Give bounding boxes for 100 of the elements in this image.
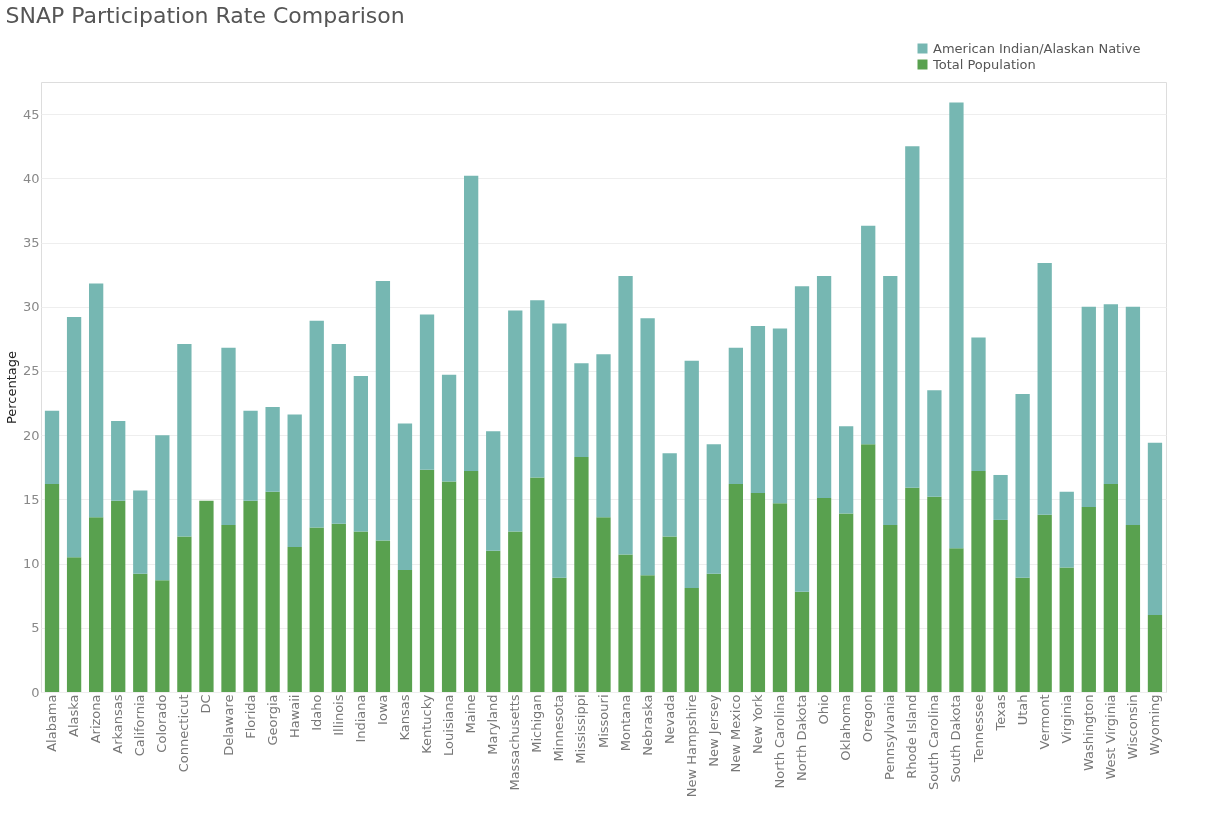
y-tick-label: 15	[22, 491, 40, 507]
bar	[552, 323, 567, 578]
bar	[993, 474, 1008, 520]
bar	[596, 517, 611, 692]
x-tick-label: Wisconsin	[1124, 694, 1140, 760]
bar	[1103, 483, 1118, 692]
y-tick-label: 30	[22, 299, 40, 315]
bar	[905, 487, 920, 692]
x-tick-label: Oregon	[860, 694, 876, 743]
y-tick-label: 35	[22, 235, 40, 251]
bar	[397, 423, 413, 570]
bar	[949, 548, 964, 692]
x-tick-label: Kansas	[396, 694, 412, 741]
x-tick-label: Alaska	[66, 694, 82, 738]
bar	[861, 444, 876, 692]
x-tick-label: Georgia	[264, 694, 280, 746]
bar	[89, 283, 104, 518]
x-tick-label: Indiana	[352, 694, 368, 743]
bar	[66, 557, 82, 692]
y-axis-title: Percentage	[3, 350, 19, 425]
bar	[530, 477, 545, 692]
bar	[530, 300, 545, 478]
x-tick-label: Mississippi	[573, 694, 589, 764]
bar	[772, 503, 788, 692]
bar	[508, 531, 523, 692]
x-tick-label: North Carolina	[771, 694, 787, 789]
x-tick-label: Nevada	[661, 694, 677, 745]
bar	[464, 471, 479, 692]
bar	[1037, 263, 1052, 515]
bar	[662, 536, 677, 692]
bar	[750, 326, 766, 493]
bar	[1125, 306, 1141, 526]
bar	[905, 146, 920, 488]
bar	[177, 343, 192, 537]
bar	[927, 496, 942, 692]
bar	[441, 481, 457, 692]
bar	[464, 175, 479, 472]
x-tick-label: Utah	[1014, 694, 1030, 726]
y-tick-label: 20	[22, 427, 40, 443]
bar	[684, 587, 699, 692]
bar	[155, 435, 170, 581]
bar	[44, 410, 60, 484]
bar	[839, 513, 854, 692]
bar	[111, 421, 126, 501]
bar	[1015, 577, 1030, 692]
bar	[353, 531, 368, 692]
x-tick-label: New Mexico	[727, 694, 743, 773]
bar	[927, 390, 942, 497]
bar	[1147, 614, 1163, 692]
bar	[199, 500, 214, 692]
x-tick-label: Iowa	[374, 694, 390, 725]
bar	[574, 456, 589, 692]
y-tick-label: 10	[22, 556, 40, 572]
bar	[839, 426, 854, 514]
x-tick-label: Colorado	[154, 694, 170, 753]
bar	[133, 573, 148, 692]
x-tick-label: Kentucky	[419, 694, 435, 754]
x-tick-label: DC	[198, 694, 214, 714]
bar	[331, 343, 346, 524]
bar	[706, 444, 721, 574]
x-tick-label: Wyoming	[1146, 694, 1162, 756]
x-tick-label: New York	[749, 694, 765, 755]
bar	[419, 314, 435, 470]
x-tick-label: Missouri	[595, 694, 611, 749]
bar	[1125, 525, 1141, 692]
x-tick-label: Alabama	[44, 694, 60, 752]
x-tick-label: Idaho	[308, 694, 324, 731]
x-tick-label: Montana	[617, 694, 633, 752]
x-tick-label: Vermont	[1036, 694, 1052, 750]
bar	[397, 570, 413, 692]
x-tick-label: West Virginia	[1102, 694, 1118, 780]
bar	[1081, 306, 1096, 508]
bar	[971, 337, 986, 472]
y-tick-label: 45	[22, 106, 40, 122]
bar	[993, 519, 1008, 692]
x-tick-label: Connecticut	[176, 694, 192, 773]
x-tick-label: South Dakota	[948, 694, 964, 783]
x-tick-label: Arizona	[88, 694, 104, 744]
bar	[772, 328, 788, 504]
bar	[794, 286, 810, 592]
bar	[243, 500, 258, 692]
x-tick-label: Arkansas	[110, 694, 126, 754]
x-tick-label: Florida	[242, 694, 258, 739]
bar	[89, 517, 104, 692]
bar	[684, 360, 699, 588]
bar	[265, 491, 280, 692]
x-tick-label: Virginia	[1058, 694, 1074, 744]
bar	[1103, 304, 1118, 484]
bar	[1037, 514, 1052, 692]
y-tick-label: 0	[31, 684, 40, 700]
bar	[596, 354, 611, 518]
x-tick-label: New Jersey	[705, 694, 721, 767]
bar	[1059, 491, 1074, 568]
bar	[508, 310, 523, 532]
bar	[265, 406, 280, 492]
x-tick-label: Delaware	[220, 694, 236, 756]
x-tick-label: New Hampshire	[683, 694, 699, 798]
x-tick-label: Michigan	[529, 694, 545, 753]
x-tick-label: Oklahoma	[838, 694, 854, 761]
bar	[287, 546, 302, 692]
